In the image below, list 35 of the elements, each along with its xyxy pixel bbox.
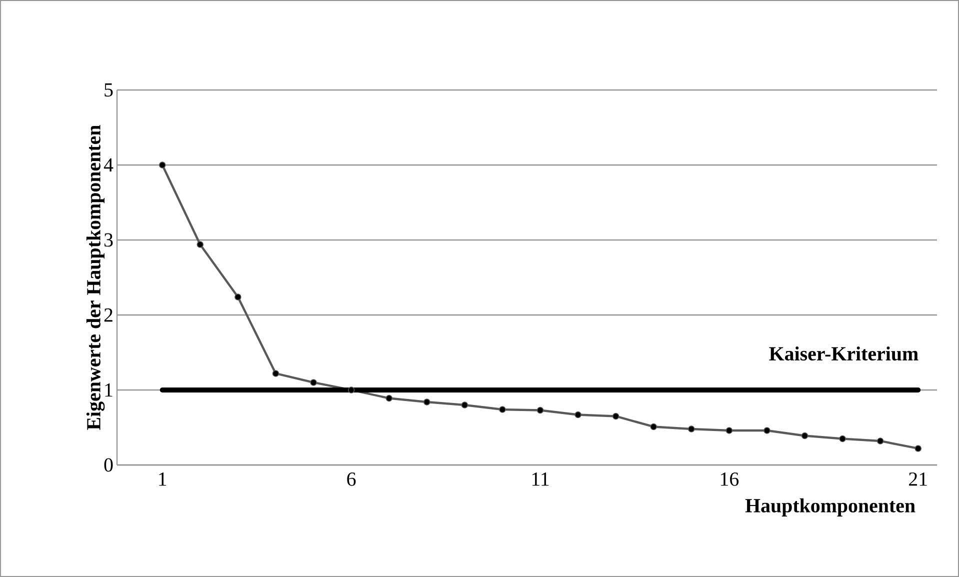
x-tick-label: 1 [159,472,166,486]
point [650,423,657,430]
x-tick-label: 6 [347,472,356,486]
point [574,411,582,418]
point [196,241,204,248]
point [688,426,695,432]
y-axis-title: Eigenwerte der Hauptkomponenten [86,125,105,430]
y-tick-label: 4 [104,158,114,172]
point [499,406,506,413]
x-tick-label: 21 [909,472,927,486]
point [423,398,430,406]
point [876,438,884,444]
y-tick-label: 1 [105,383,112,397]
point [272,370,280,377]
point [158,162,166,168]
y-tick-label: 5 [104,83,113,97]
y-tick-label: 0 [104,458,113,472]
series-label: Kaiser-Kriterium [769,346,918,361]
point [348,386,355,394]
point [839,435,846,442]
y-tick-label: 3 [104,233,113,247]
x-tick-label: 16 [720,472,739,486]
point [536,406,544,414]
x-tick-label: 11 [532,472,549,486]
y-tick-label: 2 [104,308,112,322]
point [386,394,392,402]
point [801,432,808,440]
x-axis-title: Hauptkomponenten [745,498,916,516]
point [764,427,770,434]
point [612,412,620,420]
point [914,445,922,452]
point [310,379,317,386]
point [726,427,733,434]
point [461,402,468,408]
point [234,294,242,300]
